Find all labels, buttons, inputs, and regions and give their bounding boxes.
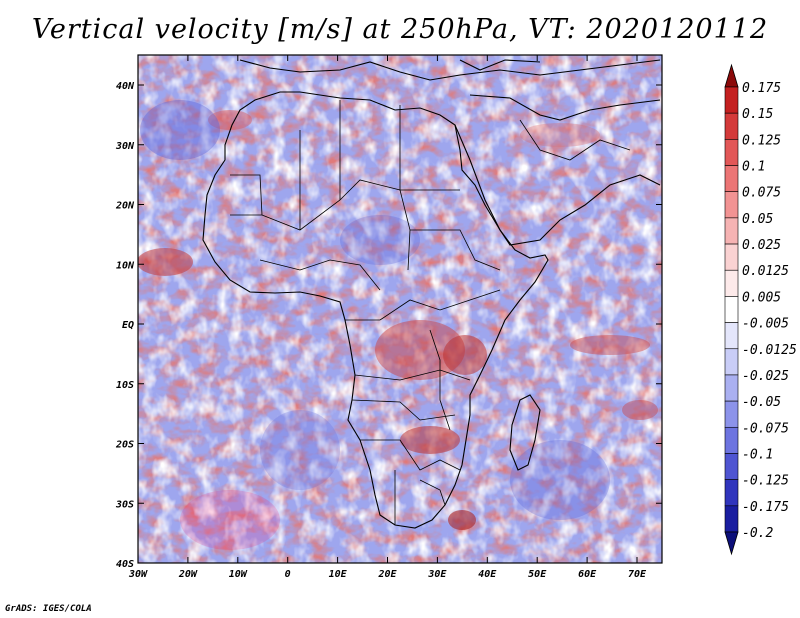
colorbar-swatch	[724, 191, 739, 219]
colorbar-label: 0.175	[742, 81, 781, 96]
colorbar-swatch	[724, 243, 739, 271]
lon-label: 60E	[578, 569, 597, 580]
lon-label: 40E	[478, 569, 497, 580]
grads-credit: GrADS: IGES/COLA	[5, 604, 92, 614]
vertical-velocity-field	[138, 55, 662, 563]
colorbar-swatch	[724, 112, 739, 140]
lon-label: 10E	[329, 569, 348, 580]
lat-label: 20N	[115, 201, 135, 212]
colorbar-swatch	[724, 322, 739, 350]
plot-frame	[137, 54, 663, 564]
colorbar-swatch	[724, 269, 739, 297]
lon-label: 20E	[377, 569, 397, 580]
colorbar-swatch	[724, 426, 739, 454]
lon-label: 20W	[178, 569, 198, 580]
colorbar-swatch	[724, 86, 739, 114]
colorbar-swatch	[724, 505, 739, 533]
colorbar: 0.175 0.15 0.125 0.1 0.075 0.05 0.025 0.0125 0.0…	[724, 63, 797, 556]
colorbar-label: 0.075	[742, 186, 781, 201]
colorbar-label: 0.025	[742, 238, 781, 253]
colorbar-swatch	[724, 479, 739, 507]
colorbar-label: -0.1	[742, 447, 773, 462]
colorbar-label: -0.05	[742, 395, 781, 410]
colorbar-label: 0.05	[742, 212, 773, 227]
colorbar-swatch	[724, 453, 739, 480]
lat-label: 30S	[115, 499, 134, 510]
lat-label: 10N	[116, 260, 135, 271]
colorbar-swatch	[724, 139, 739, 166]
colorbar-label: -0.075	[742, 421, 789, 436]
latitude-axis: 40N 30N 20N 10N EQ 10S 20S 30S 40S	[115, 81, 662, 570]
colorbar-swatch	[724, 217, 739, 245]
lon-label: 50E	[528, 569, 547, 580]
plot-title: Vertical velocity [m/s] at 250hPa, VT: 2…	[31, 14, 769, 45]
colorbar-swatch	[724, 348, 739, 376]
colorbar-label: 0.1	[742, 160, 765, 175]
colorbar-label: -0.025	[742, 369, 789, 384]
colorbar-label: -0.005	[742, 317, 789, 332]
lon-label: 0	[285, 569, 291, 580]
lat-label: 40N	[116, 81, 135, 92]
colorbar-top-arrow	[724, 63, 739, 88]
lat-label: EQ	[122, 320, 134, 331]
colorbar-label: 0.005	[742, 290, 781, 305]
lat-label: 30N	[115, 141, 135, 152]
colorbar-label: -0.2	[742, 526, 773, 541]
lat-label: 40S	[116, 559, 134, 570]
lat-label: 20S	[115, 440, 134, 451]
colorbar-label: 0.15	[742, 107, 773, 122]
lat-label: 10S	[116, 380, 134, 391]
colorbar-swatch	[724, 165, 739, 193]
colorbar-swatch	[724, 296, 739, 323]
colorbar-swatch	[724, 400, 739, 428]
colorbar-swatch	[724, 374, 739, 402]
lon-label: 10W	[229, 569, 248, 580]
colorbar-label: -0.0125	[742, 343, 797, 358]
colorbar-bottom-arrow	[724, 531, 739, 556]
lon-label: 30W	[128, 569, 148, 580]
lon-label: 30E	[427, 569, 447, 580]
lon-label: 70E	[628, 569, 647, 580]
country-borders	[230, 100, 631, 525]
longitude-axis: 30W 20W 10W 0 10E 20E 30E 40E 50E 60E 70E	[128, 55, 647, 580]
colorbar-label: -0.125	[742, 474, 789, 489]
colorbar-label: 0.125	[742, 133, 781, 148]
coastlines	[202, 59, 661, 529]
colorbar-label: 0.0125	[742, 264, 789, 279]
colorbar-label: -0.175	[742, 500, 789, 515]
